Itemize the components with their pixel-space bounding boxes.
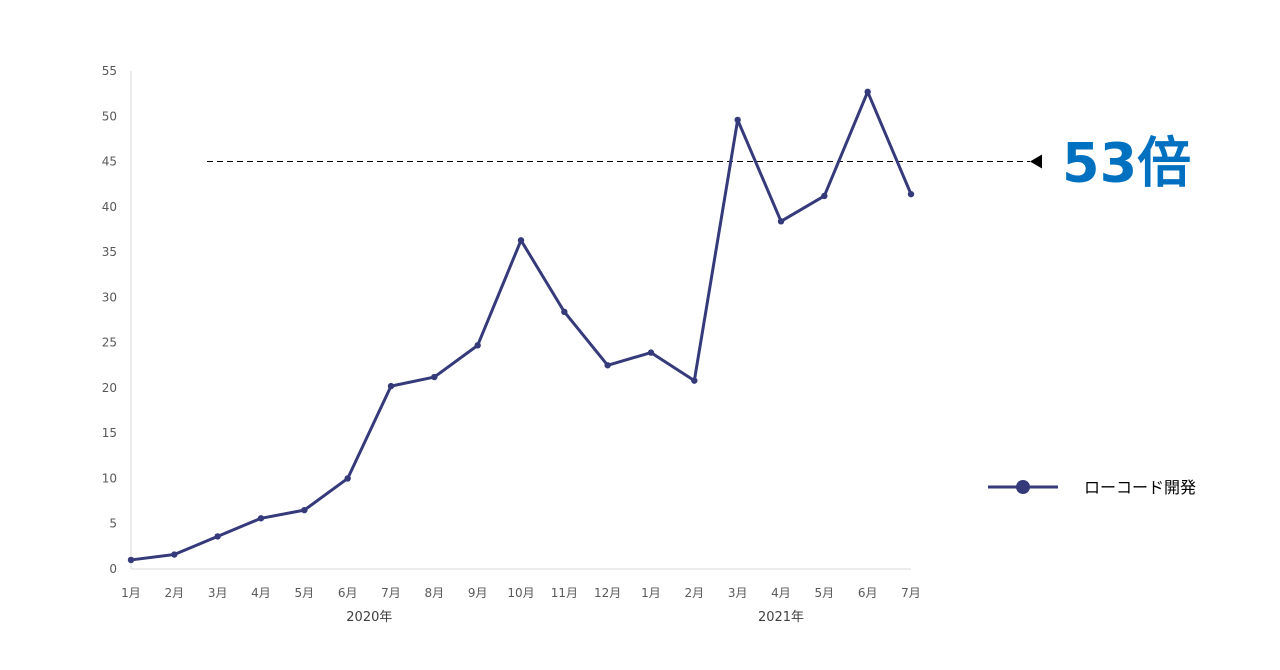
- x-tick-label: 2月: [685, 586, 705, 600]
- data-point: [777, 218, 785, 225]
- x-tick-label: 5月: [815, 586, 835, 600]
- y-tick-label: 10: [102, 471, 117, 485]
- series-layer: [127, 88, 915, 564]
- y-tick-label: 30: [102, 290, 117, 304]
- y-tick-label: 35: [102, 245, 117, 259]
- x-tick-label: 7月: [381, 586, 401, 600]
- y-tick-label: 55: [102, 64, 117, 78]
- x-tick-label: 7月: [901, 586, 921, 600]
- reference-arrowhead: [1030, 154, 1042, 169]
- legend: ローコード開発: [988, 478, 1196, 497]
- y-tick-label: 5: [109, 517, 117, 531]
- x-tick-labels: 1月 2月 3月 4月 5月 6月 7月 8月 9月 10月 11月 12月 1月 2月 3月 4月 5月 6月 7…: [121, 586, 921, 600]
- data-point: [647, 349, 655, 356]
- x-tick-label: 3月: [208, 586, 228, 600]
- x-tick-label: 2月: [165, 586, 185, 600]
- data-point: [474, 342, 481, 349]
- year-labels: 2020年 2021年: [346, 610, 804, 625]
- y-tick-label: 25: [102, 336, 117, 350]
- year-label: 2020年: [346, 610, 392, 625]
- x-tick-label: 6月: [338, 586, 358, 600]
- callout-text: 53倍: [1062, 132, 1191, 195]
- x-tick-label: 3月: [728, 586, 748, 600]
- legend-marker: [1016, 480, 1030, 494]
- x-tick-label: 8月: [425, 586, 445, 600]
- chart-axes: [130, 71, 911, 570]
- y-tick-label: 40: [102, 200, 117, 214]
- data-point: [431, 373, 438, 381]
- data-point: [301, 506, 308, 514]
- y-tick-label: 0: [109, 562, 117, 576]
- x-tick-label: 4月: [771, 586, 791, 600]
- data-point: [907, 190, 915, 198]
- x-tick-label: 1月: [641, 586, 661, 600]
- x-tick-label: 12月: [594, 586, 621, 600]
- data-point: [691, 377, 698, 384]
- annotation: 53倍: [207, 132, 1191, 195]
- y-tick-label: 50: [102, 109, 117, 123]
- data-point: [387, 382, 395, 390]
- x-tick-label: 10月: [507, 586, 534, 600]
- data-point: [171, 551, 178, 558]
- data-point: [344, 475, 351, 482]
- x-tick-label: 5月: [295, 586, 315, 600]
- data-point: [734, 116, 741, 124]
- data-point: [604, 362, 611, 369]
- data-point: [821, 192, 828, 200]
- y-tick-labels: 0 5 10 15 20 25 30 35 40 45 50 55: [102, 64, 117, 576]
- legend-label: ローコード開発: [1084, 478, 1196, 497]
- data-point: [127, 556, 135, 564]
- data-point: [864, 88, 871, 96]
- y-tick-label: 20: [102, 381, 117, 395]
- x-tick-label: 6月: [858, 586, 878, 600]
- y-tick-label: 15: [102, 426, 117, 440]
- data-point: [561, 308, 568, 316]
- data-point: [214, 533, 221, 540]
- x-tick-label: 4月: [251, 586, 271, 600]
- y-tick-label: 45: [102, 155, 117, 169]
- data-point: [517, 237, 525, 244]
- year-label: 2021年: [758, 610, 804, 625]
- data-point: [257, 515, 265, 522]
- x-tick-label: 11月: [551, 586, 578, 600]
- x-tick-label: 9月: [468, 586, 488, 600]
- x-tick-label: 1月: [121, 586, 141, 600]
